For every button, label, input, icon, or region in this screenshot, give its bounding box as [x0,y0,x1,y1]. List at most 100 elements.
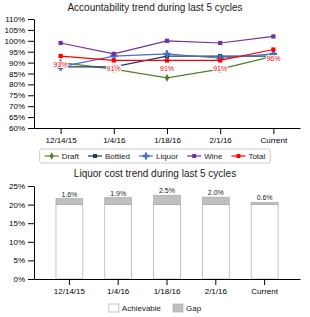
bar-segment [202,205,229,279]
y-tick-mark [28,74,34,75]
y-tick: 15% [9,219,34,228]
x-tick-mark [264,279,265,285]
x-tick-label: 2/1/16 [205,287,228,296]
chart-canvas: Accountability trend during last 5 cycle… [0,0,310,317]
plot-area [57,34,277,81]
series-point [218,41,222,45]
y-tick-label: 90% [9,59,25,68]
legend-item: Total [231,152,265,161]
y-tick: 75% [9,91,34,100]
data-label: 93% [54,61,68,68]
bar-chart: 0%5%10%15%20%25%12/14/151/4/161/18/162/1… [9,182,301,296]
line-chart: 60% 65% 70% 75% 80%85% 90% 95% 100% 105% 110% 12/1… [5,15,301,145]
x-tick: Current [251,279,278,296]
x-tick-label: 12/14/15 [54,287,86,296]
x-tick-label: 1/4/16 [107,287,130,296]
y-tick: 20% [9,201,34,210]
y-tick: 100% [5,37,34,46]
y-tick: 70% [9,102,34,111]
x-tick: 1/4/16 [103,128,126,145]
y-tick: 110% [5,15,34,24]
y-tick-mark [28,186,34,187]
data-label: 2.5% [159,187,175,194]
legend-label: Gap [186,304,202,313]
data-label: 1.6% [61,191,77,198]
x-tick-mark [167,128,168,134]
y-tick-mark [28,41,34,42]
y-tick-mark [28,63,34,64]
x-tick: 2/1/16 [205,279,228,296]
bar-segment [251,205,278,279]
legend-item: Draft [45,152,80,161]
x-tick-mark [215,279,216,285]
series-point [112,52,116,56]
y-tick-label: 65% [9,113,25,122]
legend-swatch [109,304,119,312]
x-tick-label: 1/4/16 [103,136,126,145]
series-point [165,58,169,62]
series-point [165,39,169,43]
series-point [271,47,275,51]
y-tick-label: 10% [9,238,25,247]
legend-item: Achievable [109,304,162,313]
bar-segment [154,195,181,204]
y-axis-line [34,187,35,280]
y-axis: 60% 65% 70% 75% 80%85% 90% 95% 100% 105% 110% [5,15,35,133]
x-tick: 12/14/15 [46,128,78,145]
y-tick-mark [28,106,34,107]
x-tick-mark [220,128,221,134]
data-label: 0.6% [257,194,273,201]
x-tick: 1/18/16 [154,279,181,296]
legend-label: Liquor [156,152,179,161]
x-tick-mark [118,279,119,285]
y-tick: 25% [9,182,34,191]
y-tick-label: 95% [9,48,25,57]
x-tick-mark [61,128,62,134]
y-axis: 0%5%10%15%20%25% [9,182,35,284]
y-tick-label: 60% [9,124,25,133]
y-tick-label: 100% [5,37,25,46]
bar-segment [105,205,132,279]
y-tick-mark [28,19,34,20]
legend-symbol [93,154,97,158]
series-point [163,50,170,57]
y-tick-mark [28,205,34,206]
y-tick-label: 75% [9,91,25,100]
legend-label: Draft [62,152,80,161]
x-tick: 1/4/16 [107,279,130,296]
x-axis: 12/14/15 1/4/16 1/18/16 2/1/16 Current [35,279,301,296]
data-label: 91% [213,65,227,72]
x-tick-label: 1/18/16 [154,287,181,296]
y-tick: 5% [13,256,34,265]
y-tick: 105% [5,26,34,35]
series-point [271,34,275,38]
x-tick: 1/18/16 [154,128,181,145]
y-tick-mark [28,260,34,261]
series-line [61,36,274,53]
series-point [58,54,62,58]
legend-label: Bottled [105,152,130,161]
x-tick-label: 1/18/16 [154,136,181,145]
y-tick-label: 85% [9,70,25,79]
x-tick-mark [114,128,115,134]
y-tick: 60% [9,124,34,133]
series-point [58,41,62,45]
legend-symbol [143,153,150,160]
y-axis-line [34,20,35,129]
legend-item: Wine [187,152,223,161]
legend-item: Bottled [88,152,130,161]
data-label: 91% [160,65,174,72]
series-point [112,58,116,62]
y-tick-label: 80% [9,80,25,89]
y-tick-label: 5% [13,256,25,265]
y-tick-label: 25% [9,182,25,191]
legend-symbol [236,154,240,158]
x-tick-label: Current [261,136,288,145]
x-tick-mark [69,279,70,285]
y-tick-mark [28,223,34,224]
y-tick: 90% [9,59,34,68]
chart-title: Liquor cost trend during last 5 cycles [74,168,236,179]
legend-label: Total [248,152,265,161]
y-tick-label: 105% [5,26,25,35]
x-tick-label: 12/14/15 [46,136,78,145]
